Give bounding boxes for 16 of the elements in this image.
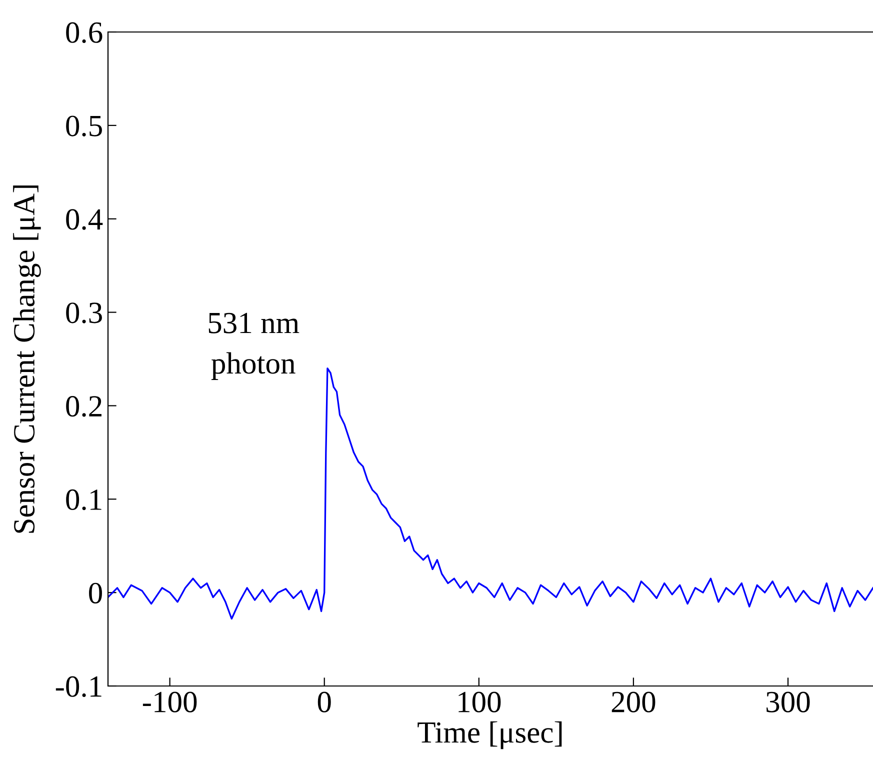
x-tick-label: -100 <box>142 692 197 712</box>
y-tick-label: 0.6 <box>66 22 102 44</box>
x-tick-label: 0 <box>318 692 331 712</box>
annotation: 531 nm photon <box>208 312 300 380</box>
y-tick-label: -0.1 <box>56 676 102 698</box>
y-tick-label: 0.2 <box>66 396 102 417</box>
y-tick-label: 0.4 <box>66 209 103 230</box>
y-tick-label: 0.5 <box>66 116 102 136</box>
y-tick-label: 0 <box>89 582 102 604</box>
x-axis-title: Time [μsec] <box>418 721 562 750</box>
x-tick-label: 300 <box>766 692 810 712</box>
x-tick-label: 200 <box>612 692 656 712</box>
y-tick-label: 0.1 <box>66 489 102 510</box>
y-axis-title: Sensor Current Change [μA] <box>13 185 41 533</box>
y-tick-label: 0.3 <box>66 302 102 324</box>
x-tick-label: 100 <box>458 692 501 712</box>
